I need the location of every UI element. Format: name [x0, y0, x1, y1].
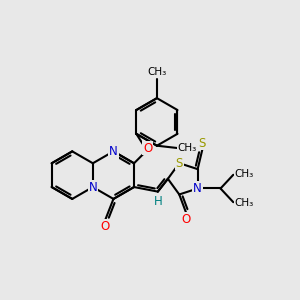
- Text: N: N: [193, 182, 202, 195]
- Text: O: O: [182, 213, 191, 226]
- Text: CH₃: CH₃: [235, 198, 254, 208]
- Text: H: H: [154, 195, 163, 208]
- Text: CH₃: CH₃: [235, 169, 254, 179]
- Text: N: N: [109, 145, 118, 158]
- Text: O: O: [100, 220, 110, 233]
- Text: CH₃: CH₃: [178, 143, 197, 153]
- Text: CH₃: CH₃: [147, 67, 167, 77]
- Text: N: N: [88, 181, 97, 194]
- Text: S: S: [176, 157, 183, 170]
- Text: O: O: [143, 142, 152, 155]
- Text: S: S: [199, 136, 206, 150]
